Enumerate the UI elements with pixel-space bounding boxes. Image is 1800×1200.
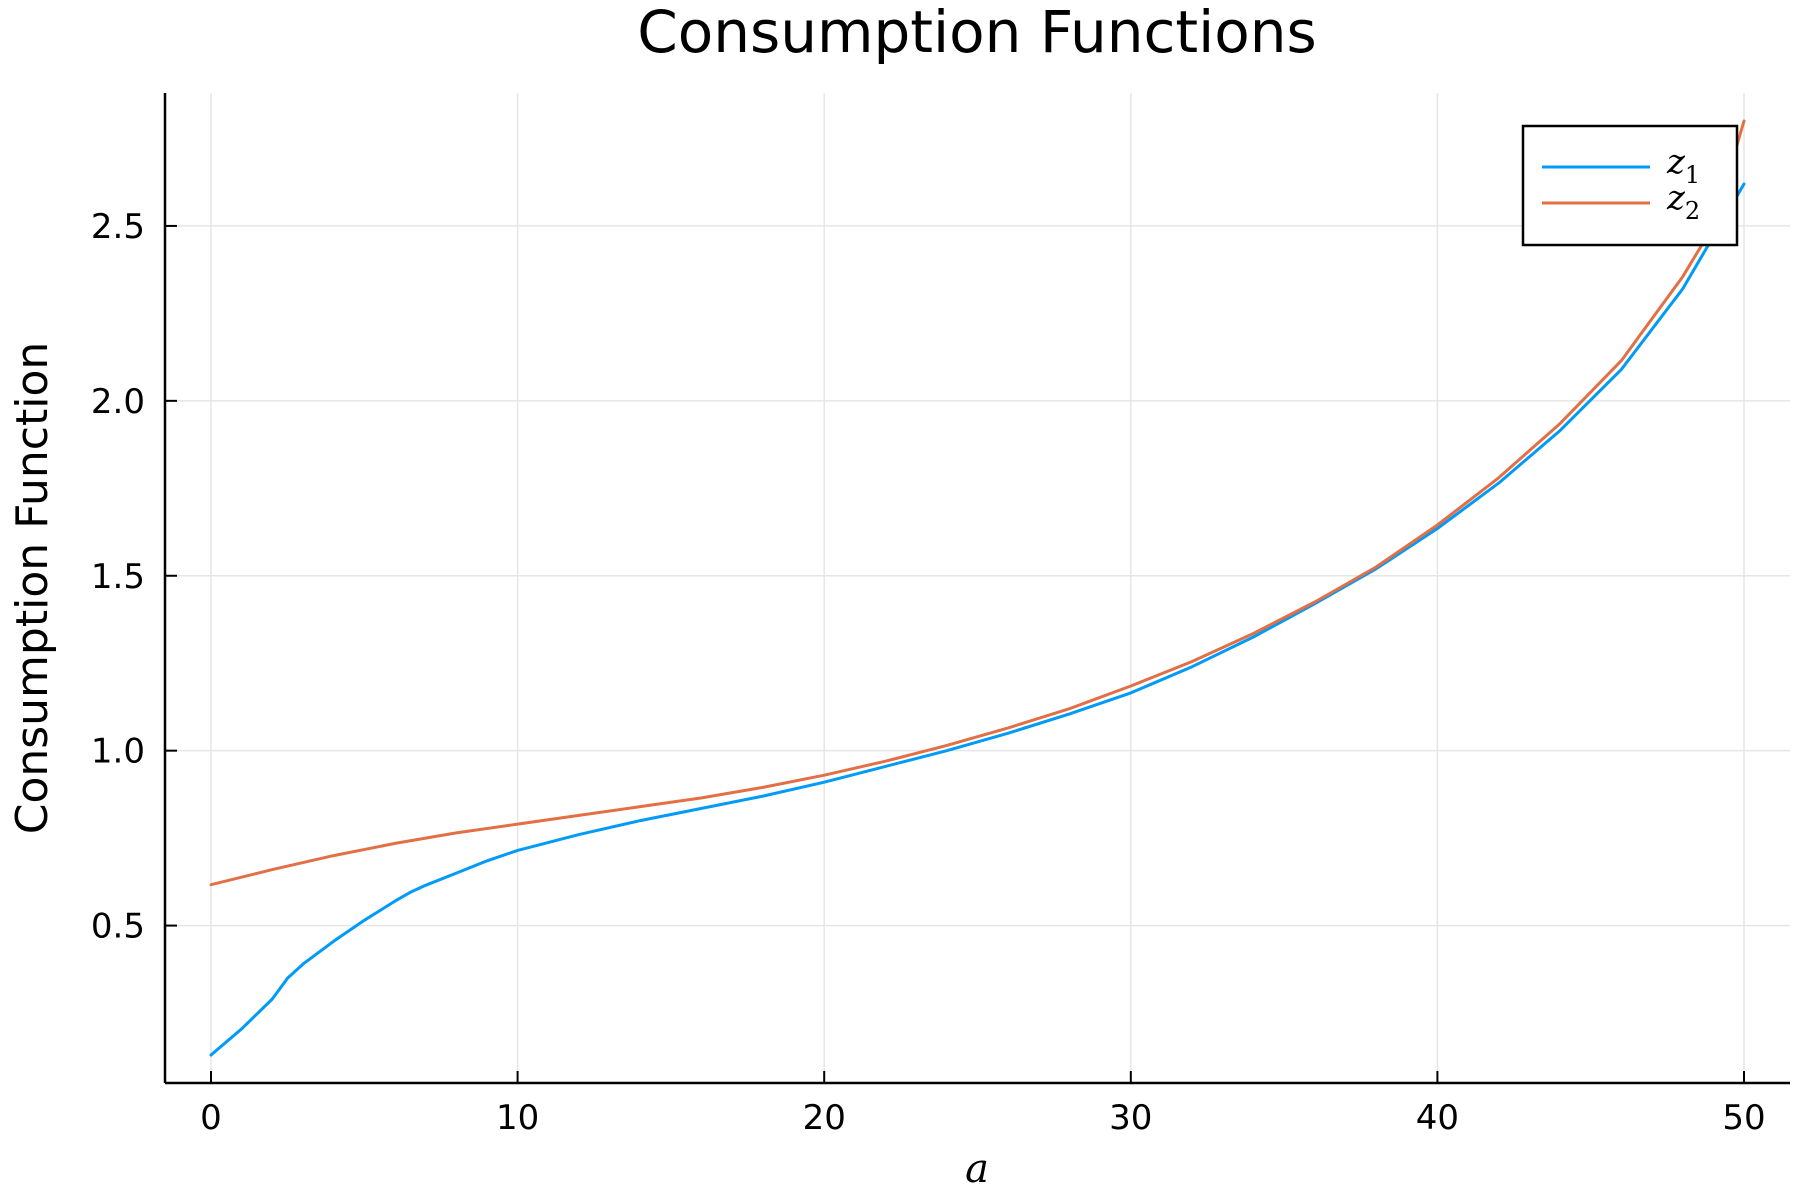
x-tick-label: 30 xyxy=(1109,1098,1152,1138)
series-lines xyxy=(209,119,1746,1057)
y-tick-label: 1.5 xyxy=(91,557,145,597)
y-tick-label: 2.5 xyxy=(91,207,145,247)
legend-label-base: z xyxy=(1666,178,1686,218)
x-axis-label: a xyxy=(965,1146,989,1192)
chart-title: Consumption Functions xyxy=(637,0,1317,66)
legend-box xyxy=(1521,124,1739,247)
x-ticks: 0 10 20 30 40 50 xyxy=(200,1071,1766,1138)
y-axis-label: Consumption Function xyxy=(7,342,58,835)
x-tick-label: 0 xyxy=(200,1098,222,1138)
y-tick-label: 2.0 xyxy=(91,382,145,422)
y-tick-label: 0.5 xyxy=(91,907,145,947)
series-line-z2 xyxy=(209,119,1746,887)
y-tick-label: 1.0 xyxy=(91,732,145,772)
legend-label-subscript: 1 xyxy=(1685,161,1700,189)
x-tick-label: 10 xyxy=(496,1098,539,1138)
x-tick-label: 40 xyxy=(1416,1098,1459,1138)
series-line-z1 xyxy=(209,182,1746,1057)
y-ticks: 0.5 1.0 1.5 2.0 2.5 xyxy=(91,207,177,947)
x-tick-label: 20 xyxy=(803,1098,846,1138)
legend-label-subscript: 2 xyxy=(1685,197,1700,225)
legend-label-z2: z2 xyxy=(1666,178,1700,225)
grid-lines xyxy=(165,93,1790,1083)
legend-label-base: z xyxy=(1666,142,1686,182)
x-tick-label: 50 xyxy=(1722,1098,1765,1138)
legend-label-z1: z1 xyxy=(1666,142,1700,189)
